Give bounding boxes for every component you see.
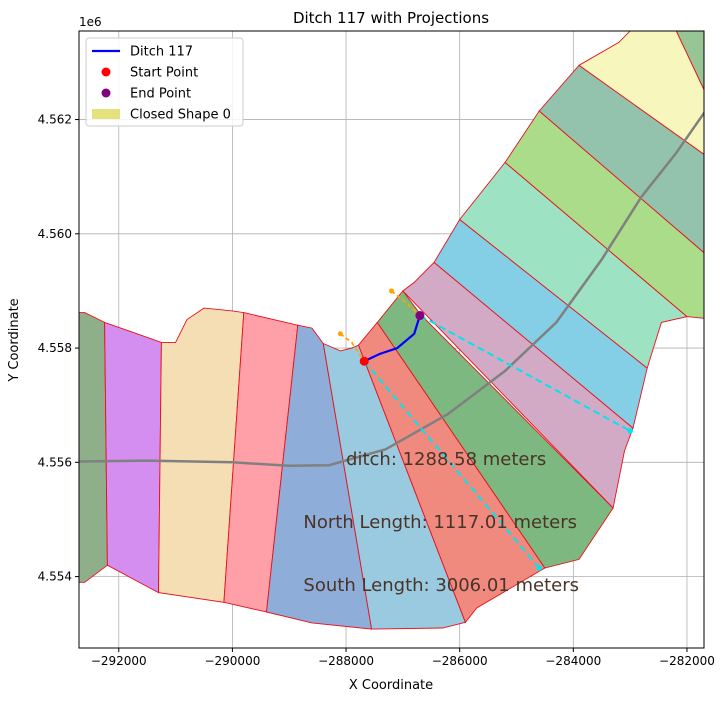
- shape-polygon: [158, 307, 245, 603]
- x-tick-label: −286000: [432, 654, 488, 668]
- y-tick-label: 4.556: [38, 455, 72, 469]
- line-layer: [79, 110, 704, 569]
- extension-endpoint: [337, 331, 343, 337]
- legend-marker-swatch: [101, 67, 111, 77]
- x-axis-label: X Coordinate: [349, 678, 433, 693]
- y-tick-label: 4.562: [38, 113, 72, 127]
- marker-layer: [337, 288, 633, 571]
- legend-patch-swatch: [92, 109, 120, 119]
- shape-polygon: [538, 64, 704, 254]
- shape-polygon: [104, 321, 162, 594]
- projection-line: [363, 360, 540, 569]
- length-annotation: ditch: 1288.58 meters: [346, 449, 546, 470]
- y-axis-label: Y Coordinate: [7, 298, 22, 382]
- plot-area: ditch: 1288.58 meters North Length: 1117.…: [78, 30, 705, 649]
- y-tick-label: 4.560: [38, 227, 72, 241]
- shape-polygon: [675, 31, 704, 91]
- x-tick-label: −282000: [659, 654, 715, 668]
- annotation-layer: ditch: 1288.58 meters North Length: 1117.…: [303, 449, 579, 596]
- y-axis: 4.554 4.556 4.558 4.560 4.562: [38, 113, 79, 584]
- centerline: [79, 110, 704, 468]
- ditch-117-line: [363, 315, 421, 363]
- length-annotation: North Length: 1117.01 meters: [303, 512, 577, 533]
- legend-box: [85, 37, 244, 127]
- legend-entry-label: End Point: [130, 87, 191, 102]
- end-point-marker: [415, 311, 425, 321]
- shape-polygon: [504, 110, 704, 319]
- legend: Ditch 117 Start Point End Point Closed Shap…: [85, 37, 244, 127]
- legend-entry-label: Ditch 117: [130, 45, 193, 60]
- extension-endpoint: [389, 288, 394, 294]
- legend-entry-label: Closed Shape 0: [130, 108, 231, 123]
- legend-entry-label: Start Point: [130, 66, 198, 81]
- legend-marker-swatch: [101, 88, 111, 98]
- extension-segment: [339, 333, 365, 362]
- y-tick-label: 4.554: [38, 570, 72, 584]
- extension-segment: [390, 290, 421, 317]
- y-tick-label: 4.558: [38, 341, 72, 355]
- projection-line: [419, 314, 631, 432]
- x-tick-label: −288000: [318, 654, 374, 668]
- x-tick-label: −284000: [545, 654, 601, 668]
- x-tick-label: −290000: [204, 654, 260, 668]
- x-tick-label: −292000: [91, 654, 147, 668]
- projection-endpoint: [627, 428, 633, 434]
- y-offset-label: 1e6: [79, 15, 102, 29]
- start-point-marker: [359, 356, 369, 366]
- shape-polygon: [578, 31, 704, 155]
- shape-polygon: [357, 321, 546, 624]
- x-axis: −292000 −290000 −288000 −286000 −284000 −2820…: [91, 648, 715, 668]
- shape-polygons: [79, 31, 704, 630]
- plot-frame: [78, 30, 705, 649]
- length-annotation: South Length: 3006.01 meters: [303, 575, 579, 596]
- projection-endpoint: [536, 565, 543, 571]
- shape-polygon: [459, 161, 688, 369]
- chart-title: Ditch 117 with Projections: [293, 9, 489, 27]
